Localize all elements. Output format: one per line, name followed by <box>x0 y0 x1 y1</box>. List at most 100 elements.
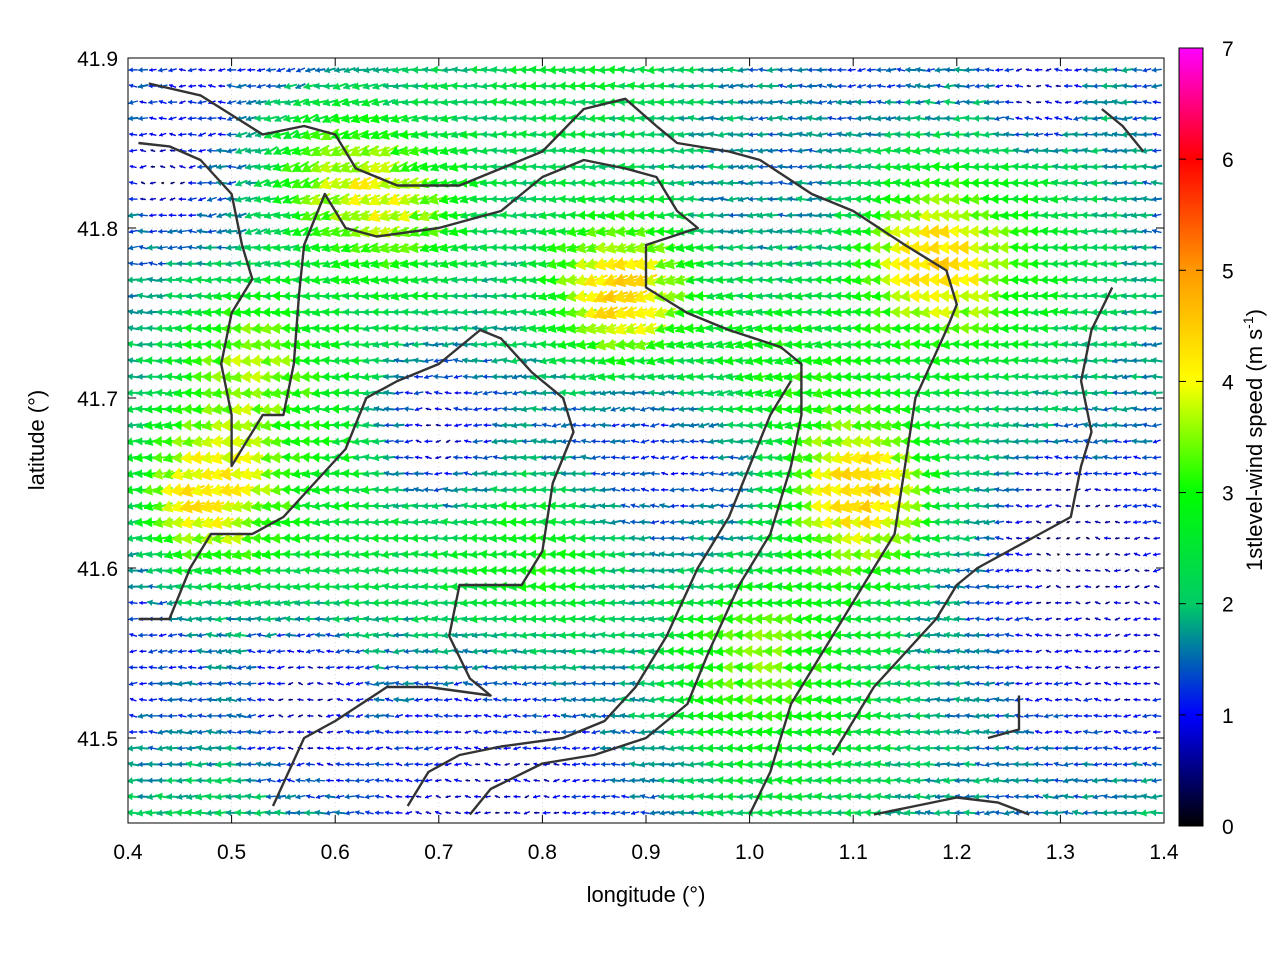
wind-arrow <box>1133 455 1140 459</box>
wind-arrow <box>366 746 373 750</box>
contour-line <box>149 84 957 815</box>
wind-arrow <box>433 342 444 348</box>
wind-arrow <box>1063 778 1073 784</box>
wind-arrow <box>1026 488 1032 491</box>
wind-arrow <box>1151 83 1162 89</box>
wind-arrow <box>1113 390 1123 395</box>
wind-arrow <box>1013 422 1025 429</box>
wind-arrow <box>236 713 246 719</box>
wind-arrow <box>1025 504 1033 508</box>
wind-arrow <box>416 440 422 443</box>
wind-arrow <box>579 163 592 170</box>
wind-arrow <box>158 681 168 687</box>
wind-arrow <box>149 213 156 217</box>
wind-arrow <box>395 811 402 815</box>
wind-arrow <box>432 648 444 655</box>
wind-arrow <box>738 212 749 218</box>
wind-arrow <box>1105 602 1109 605</box>
wind-arrow <box>1096 585 1100 588</box>
wind-arrow <box>738 99 748 105</box>
wind-arrow <box>1085 601 1090 604</box>
wind-arrow <box>445 779 451 783</box>
wind-arrow <box>1083 697 1092 702</box>
wind-arrow <box>513 681 521 686</box>
wind-arrow <box>1064 84 1072 89</box>
wind-arrow <box>1076 521 1081 524</box>
wind-arrow <box>345 794 355 800</box>
wind-arrow <box>1004 131 1015 137</box>
wind-arrow <box>571 794 580 799</box>
wind-arrow <box>709 455 718 460</box>
wind-arrow <box>1093 439 1103 444</box>
wind-arrow <box>1134 601 1140 604</box>
wind-arrow <box>1092 99 1103 105</box>
wind-arrow <box>1132 438 1143 444</box>
wind-arrow <box>138 67 148 73</box>
wind-arrow <box>1152 213 1161 218</box>
wind-arrow <box>375 794 384 799</box>
wind-arrow <box>335 810 346 816</box>
wind-arrow <box>404 665 413 670</box>
wind-arrow <box>198 68 205 72</box>
wind-arrow <box>1141 196 1153 202</box>
wind-arrow <box>600 664 611 670</box>
wind-arrow <box>1112 148 1123 154</box>
wind-arrow <box>1063 762 1073 768</box>
wind-arrow <box>837 67 846 72</box>
wind-arrow <box>1067 537 1070 540</box>
wind-arrow <box>188 229 197 234</box>
wind-arrow <box>1055 633 1061 636</box>
wind-arrow <box>374 697 385 703</box>
wind-arrow <box>816 131 827 137</box>
wind-arrow <box>984 648 994 654</box>
wind-arrow <box>1142 342 1152 348</box>
wind-arrow <box>1132 729 1141 734</box>
wind-arrow <box>246 665 256 671</box>
wind-arrow <box>737 147 749 154</box>
wind-arrow <box>524 763 530 766</box>
wind-arrow <box>1133 666 1140 670</box>
wind-arrow <box>944 809 956 816</box>
wind-arrow <box>590 390 601 396</box>
wind-arrow <box>1044 713 1053 718</box>
wind-arrow <box>226 664 236 670</box>
wind-arrow <box>435 811 441 815</box>
wind-arrow <box>1013 777 1025 784</box>
wind-arrow <box>1121 67 1133 74</box>
wind-arrow <box>1016 537 1022 540</box>
wind-arrow <box>237 665 246 670</box>
wind-arrow <box>128 261 138 266</box>
wind-arrow <box>925 632 937 639</box>
wind-arrow <box>707 82 720 89</box>
wind-arrow <box>255 115 268 122</box>
wind-arrow <box>169 116 177 120</box>
wind-arrow <box>425 456 431 460</box>
wind-arrow <box>1057 553 1059 555</box>
wind-arrow <box>1075 682 1082 686</box>
wind-arrow <box>1083 778 1093 783</box>
wind-arrow <box>365 794 374 799</box>
wind-arrow <box>955 100 965 106</box>
wind-arrow <box>128 616 137 621</box>
wind-arrow <box>148 681 157 686</box>
wind-arrow <box>484 763 490 766</box>
wind-arrow <box>963 761 976 768</box>
wind-arrow <box>885 99 897 106</box>
wind-arrow <box>651 455 659 459</box>
wind-arrow <box>611 794 619 799</box>
wind-arrow <box>994 616 1004 621</box>
wind-arrow <box>876 67 886 73</box>
wind-arrow <box>513 746 520 750</box>
wind-arrow <box>207 180 217 185</box>
wind-arrow <box>217 229 227 235</box>
wind-arrow <box>140 198 146 201</box>
wind-arrow <box>247 713 256 718</box>
wind-arrow <box>207 116 216 121</box>
wind-arrow <box>434 697 443 702</box>
wind-arrow <box>513 698 521 702</box>
wind-arrow <box>660 535 670 541</box>
wind-arrow <box>1125 650 1130 653</box>
wind-arrow <box>178 665 187 670</box>
wind-arrow <box>394 358 404 364</box>
wind-arrow <box>1141 777 1153 784</box>
